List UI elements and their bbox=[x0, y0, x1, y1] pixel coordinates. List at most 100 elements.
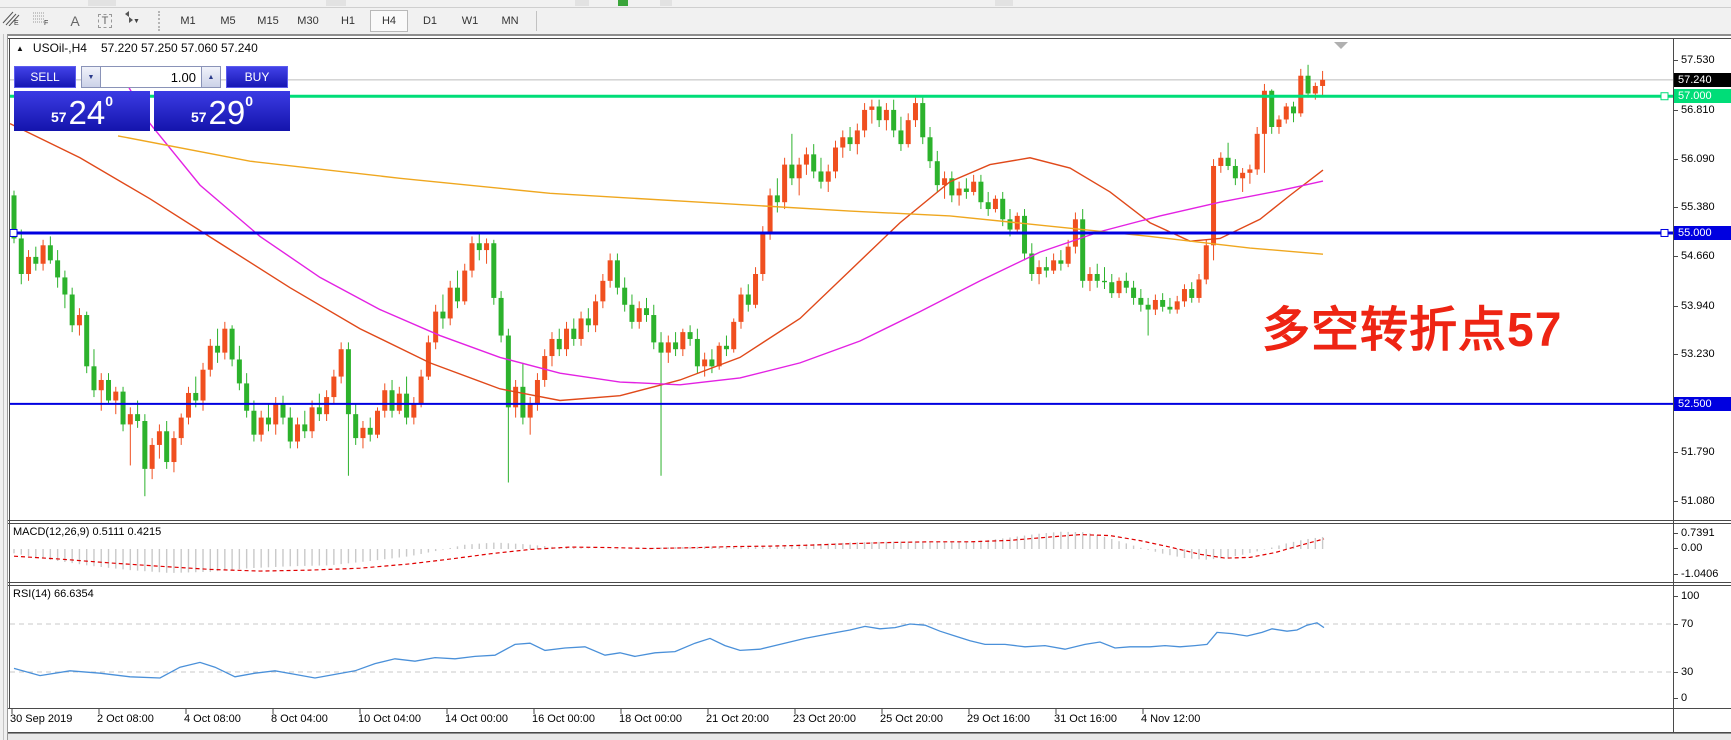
volume-input[interactable] bbox=[101, 66, 201, 88]
candle-body bbox=[651, 315, 657, 343]
buy-button[interactable]: BUY bbox=[226, 66, 288, 88]
candle-body bbox=[215, 345, 221, 353]
date-label: 16 Oct 00:00 bbox=[532, 713, 595, 725]
buy-price-sup: 0 bbox=[245, 93, 254, 109]
candle-body bbox=[1232, 165, 1238, 179]
svg-text:E: E bbox=[14, 20, 19, 26]
candle-body bbox=[11, 195, 17, 239]
candle-body bbox=[302, 424, 308, 432]
rsi-pane[interactable] bbox=[10, 622, 1673, 679]
macd-pane[interactable] bbox=[13, 531, 1325, 573]
buy-price-display[interactable]: 57 29 0 bbox=[154, 91, 290, 131]
date-label: 29 Oct 16:00 bbox=[967, 713, 1030, 725]
price-badge-57.000: 57.000 bbox=[1674, 89, 1731, 103]
candle-body bbox=[1320, 79, 1326, 86]
candle-body bbox=[1051, 260, 1057, 271]
candle-body bbox=[847, 137, 853, 145]
timeframe-H1[interactable]: H1 bbox=[340, 15, 356, 27]
fibonacci-tool[interactable]: F bbox=[31, 10, 59, 32]
timeframe-MN[interactable]: MN bbox=[501, 15, 519, 27]
clipped-toolbar-fragment bbox=[660, 0, 672, 6]
date-label: 18 Oct 00:00 bbox=[619, 713, 682, 725]
rsi-line bbox=[13, 622, 1325, 679]
hline-57.000-handle[interactable] bbox=[1660, 92, 1669, 101]
arrows-tool[interactable]: ▼ bbox=[121, 10, 149, 32]
candle-body bbox=[26, 256, 32, 275]
equidistant-channel-tool[interactable]: E bbox=[1, 10, 29, 32]
candle-body bbox=[280, 403, 286, 418]
timeframe-D1[interactable]: D1 bbox=[422, 15, 438, 27]
timeframe-M5[interactable]: M5 bbox=[220, 15, 236, 27]
candle-body bbox=[833, 147, 839, 172]
collapse-panel-icon[interactable]: ▲ bbox=[16, 43, 24, 53]
text-label-tool[interactable]: A bbox=[61, 10, 89, 32]
candle-body bbox=[33, 256, 39, 264]
hline-55.000-handle[interactable] bbox=[1660, 228, 1669, 237]
candle-body bbox=[1254, 133, 1260, 170]
toolbar-separator bbox=[536, 11, 537, 31]
volume-decrease-button[interactable]: ▼ bbox=[81, 66, 101, 88]
sell-button[interactable]: SELL bbox=[14, 66, 76, 88]
candle-body bbox=[418, 376, 424, 404]
candle-body bbox=[76, 315, 82, 326]
candle-body bbox=[883, 109, 889, 121]
candle-body bbox=[1116, 280, 1122, 294]
candle-body bbox=[782, 164, 788, 203]
chart-shift-marker-icon[interactable] bbox=[1334, 42, 1348, 49]
candle-body bbox=[382, 390, 388, 411]
timeframe-H4[interactable]: H4 bbox=[370, 10, 408, 32]
candle-body bbox=[1211, 165, 1217, 246]
candle-body bbox=[658, 342, 664, 353]
candle-body bbox=[375, 410, 380, 435]
candle-body bbox=[1181, 289, 1187, 302]
candle-body bbox=[1269, 90, 1275, 128]
candle-body bbox=[127, 414, 133, 425]
candle-body bbox=[1029, 253, 1035, 275]
candle-body bbox=[992, 198, 998, 210]
clipped-green-icon bbox=[618, 0, 628, 6]
clipped-toolbar-fragment bbox=[326, 0, 346, 6]
candle-body bbox=[1291, 106, 1297, 114]
candle-body bbox=[193, 392, 199, 401]
candle-body bbox=[643, 308, 649, 316]
candle-body bbox=[91, 366, 97, 391]
hline-55.000-handle[interactable] bbox=[9, 228, 18, 237]
sell-price-display[interactable]: 57 24 0 bbox=[14, 91, 150, 131]
price-tick-label: 53.230 bbox=[1681, 348, 1715, 360]
price-badge-52.500: 52.500 bbox=[1674, 397, 1731, 411]
buy-price-prefix: 57 bbox=[190, 109, 207, 125]
clipped-toolbar-fragment bbox=[88, 0, 116, 6]
candle-body bbox=[1145, 304, 1151, 310]
candle-body bbox=[207, 345, 213, 370]
price-tick-label: 54.660 bbox=[1681, 250, 1715, 262]
candle-body bbox=[796, 164, 802, 179]
candlesticks[interactable] bbox=[11, 64, 1326, 497]
toolbar-grip[interactable] bbox=[158, 11, 163, 31]
candle-body bbox=[1174, 301, 1180, 310]
volume-increase-button[interactable]: ▲ bbox=[201, 66, 221, 88]
candle-body bbox=[927, 137, 933, 162]
candle-body bbox=[222, 328, 228, 353]
date-label: 4 Nov 12:00 bbox=[1141, 713, 1201, 725]
timeframe-M1[interactable]: M1 bbox=[180, 15, 196, 27]
timeframe-W1[interactable]: W1 bbox=[461, 15, 479, 27]
candle-body bbox=[229, 328, 235, 360]
timeframe-M30[interactable]: M30 bbox=[297, 15, 319, 27]
candle-body bbox=[1036, 267, 1042, 275]
candle-body bbox=[854, 130, 860, 145]
candle-body bbox=[40, 245, 46, 264]
text-tool[interactable]: T bbox=[91, 10, 119, 32]
candle-body bbox=[723, 345, 729, 350]
candle-body bbox=[1218, 157, 1224, 166]
indicator-tick-label: 0 bbox=[1681, 692, 1688, 704]
timeframe-M15[interactable]: M15 bbox=[257, 15, 279, 27]
date-label: 10 Oct 04:00 bbox=[358, 713, 421, 725]
candle-body bbox=[1138, 297, 1144, 305]
candle-body bbox=[934, 161, 940, 186]
candle-body bbox=[1043, 267, 1049, 271]
drawing-tools-group: E F A T ▼ bbox=[0, 8, 150, 34]
candle-body bbox=[1065, 246, 1071, 264]
candle-body bbox=[251, 410, 257, 435]
candle-body bbox=[345, 349, 351, 415]
